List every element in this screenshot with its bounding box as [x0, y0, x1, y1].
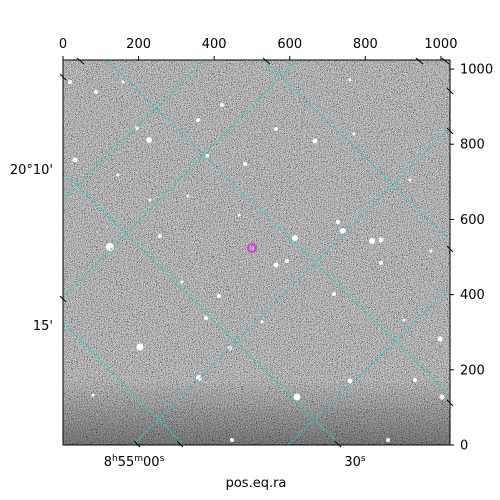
star-41 — [274, 127, 278, 131]
star-17 — [204, 316, 208, 320]
grid-line-4 — [63, 60, 298, 299]
star-19 — [196, 375, 202, 381]
star-31 — [386, 438, 390, 442]
star-33 — [180, 280, 184, 284]
star-14 — [379, 261, 383, 265]
top-tick-label-0: 0 — [59, 37, 67, 52]
right-tick-label-2: 400 — [460, 288, 485, 303]
right-tick-label-5: 1000 — [460, 63, 493, 78]
star-2 — [146, 137, 152, 143]
right-pixel-axis: 0 200 400 600 800 1000 — [450, 63, 493, 454]
right-tick-label-0: 0 — [460, 439, 468, 454]
star-22 — [413, 378, 417, 382]
star-30 — [230, 438, 234, 442]
star-34 — [260, 320, 264, 324]
ra-tick-label-1: 8h55m00s — [104, 454, 165, 470]
star-24 — [439, 394, 445, 400]
star-10 — [312, 138, 318, 144]
world-edge-ticks — [59, 57, 454, 448]
grid-line-1 — [63, 321, 185, 445]
star-4 — [220, 103, 224, 107]
star-40 — [148, 198, 152, 202]
top-tick-label-1: 200 — [126, 37, 151, 52]
star-35 — [402, 318, 406, 322]
ra-tick-labels: 8h55m00s 30s — [104, 454, 366, 470]
star-45 — [116, 173, 120, 177]
star-13 — [378, 237, 384, 243]
grid-line-6 — [287, 287, 450, 445]
star-5 — [205, 154, 209, 158]
coordinate-grid — [63, 60, 450, 445]
star-20 — [293, 393, 301, 401]
dec-tick-labels: 20°10' 15' — [10, 163, 53, 334]
star-6 — [243, 162, 247, 166]
star-15 — [332, 292, 336, 296]
star-28 — [94, 90, 98, 94]
star-21 — [347, 378, 353, 384]
star-29 — [121, 80, 125, 84]
star-39 — [186, 194, 190, 198]
star-1 — [136, 343, 144, 351]
star-37 — [408, 178, 412, 182]
star-32 — [158, 234, 162, 238]
top-tick-label-3: 600 — [277, 37, 302, 52]
axes-frame — [62, 59, 451, 446]
star-38 — [348, 78, 352, 82]
grid-line-2 — [106, 60, 450, 396]
star-42 — [352, 132, 356, 136]
star-46 — [91, 393, 95, 397]
star-7 — [273, 262, 279, 268]
x-axis-label: pos.eq.ra — [226, 476, 287, 491]
star-27 — [68, 80, 72, 84]
right-tick-label-3: 600 — [460, 213, 485, 228]
star-23 — [437, 336, 443, 342]
star-36 — [429, 249, 433, 253]
star-44 — [336, 220, 340, 224]
dec-tick-label-2: 15' — [33, 319, 53, 334]
right-tick-label-4: 800 — [460, 138, 485, 153]
star-9 — [292, 235, 298, 241]
star-0 — [106, 243, 114, 251]
top-pixel-axis: 0 200 400 600 800 1000 — [59, 37, 457, 60]
star-field — [68, 78, 445, 442]
star-8 — [285, 259, 289, 263]
star-43 — [237, 213, 241, 217]
right-tick-label-1: 200 — [460, 363, 485, 378]
dec-tick-label-1: 20°10' — [10, 163, 53, 178]
grid-line-7 — [63, 60, 206, 201]
star-25 — [72, 157, 78, 163]
grid-line-0 — [63, 171, 341, 445]
top-tick-label-4: 800 — [353, 37, 378, 52]
star-16 — [217, 294, 221, 298]
sky-image — [63, 60, 450, 445]
top-tick-label-2: 400 — [202, 37, 227, 52]
target-marker — [246, 242, 257, 253]
top-tick-label-5: 1000 — [424, 37, 457, 52]
grid-line-3 — [263, 60, 450, 241]
star-12 — [369, 238, 375, 244]
star-11 — [340, 228, 346, 234]
star-3 — [196, 118, 200, 122]
star-26 — [135, 126, 139, 130]
ra-tick-label-2: 30s — [344, 454, 366, 470]
grid-line-5 — [132, 127, 450, 445]
